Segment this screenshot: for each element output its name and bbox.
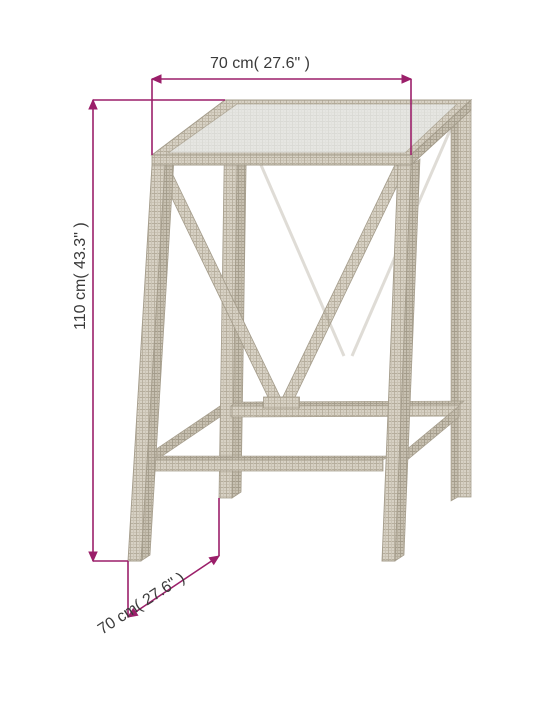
diagram-svg — [0, 0, 540, 720]
dimension-label-height: 110 cm( 43.3" ) — [72, 222, 90, 330]
diagram-stage: 70 cm( 27.6" ) 110 cm( 43.3" ) 70 cm( 27… — [0, 0, 540, 720]
dimension-label-width: 70 cm( 27.6" ) — [210, 55, 310, 73]
